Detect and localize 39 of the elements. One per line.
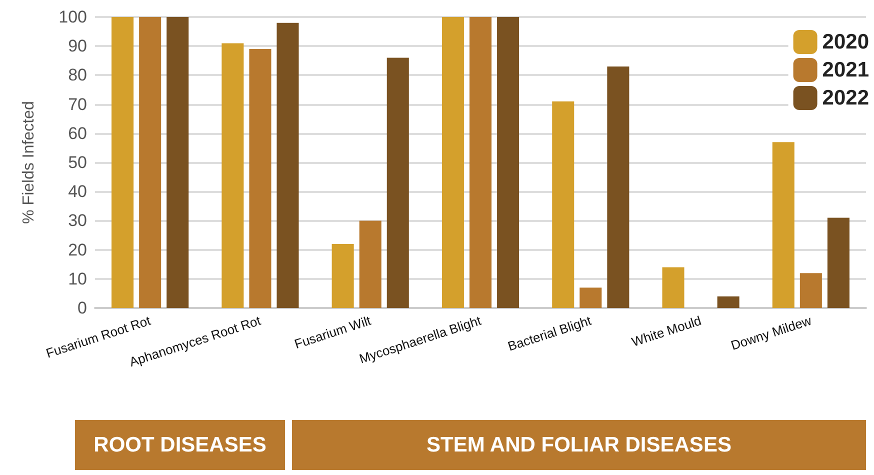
bar: [469, 17, 492, 308]
x-tick-label: White Mould: [630, 312, 704, 350]
bar: [662, 267, 684, 308]
bar: [497, 17, 520, 308]
bar: [139, 17, 162, 308]
bar: [800, 273, 822, 308]
bar: [112, 17, 134, 308]
bar: [827, 218, 850, 308]
y-tick-label: 100: [58, 8, 87, 26]
text: STEM AND FOLIAR DISEASES: [426, 434, 732, 456]
y-axis-title: % Fields Infected: [20, 101, 38, 224]
legend-label: 2022: [822, 86, 869, 110]
bar: [607, 66, 630, 308]
bar: [222, 43, 244, 308]
bar: [386, 58, 409, 308]
y-tick-label: 60: [68, 124, 87, 143]
bar: [717, 296, 740, 308]
text: ROOT DISEASES: [94, 434, 266, 456]
y-tick-label: 30: [68, 211, 87, 230]
y-tick-label: 90: [68, 36, 87, 56]
y-tick-label: 70: [68, 94, 87, 114]
y-tick-label: 80: [68, 66, 87, 85]
legend-label: 2020: [822, 30, 869, 54]
bar: [442, 17, 464, 308]
bar: [249, 49, 272, 308]
y-tick-label: 0: [78, 298, 87, 318]
legend-label: 2021: [822, 58, 870, 82]
y-tick-label: 10: [68, 269, 87, 288]
bar: [359, 220, 382, 308]
bar: [166, 17, 189, 308]
bar: [552, 101, 574, 308]
bar: [580, 288, 602, 308]
x-tick-label: Downy Mildew: [729, 312, 814, 353]
y-tick-label: 20: [68, 240, 87, 260]
y-tick-label: 40: [68, 182, 87, 202]
bar: [772, 142, 794, 308]
bar: [332, 244, 354, 308]
bar: [276, 22, 299, 308]
y-tick-label: 50: [68, 153, 87, 172]
